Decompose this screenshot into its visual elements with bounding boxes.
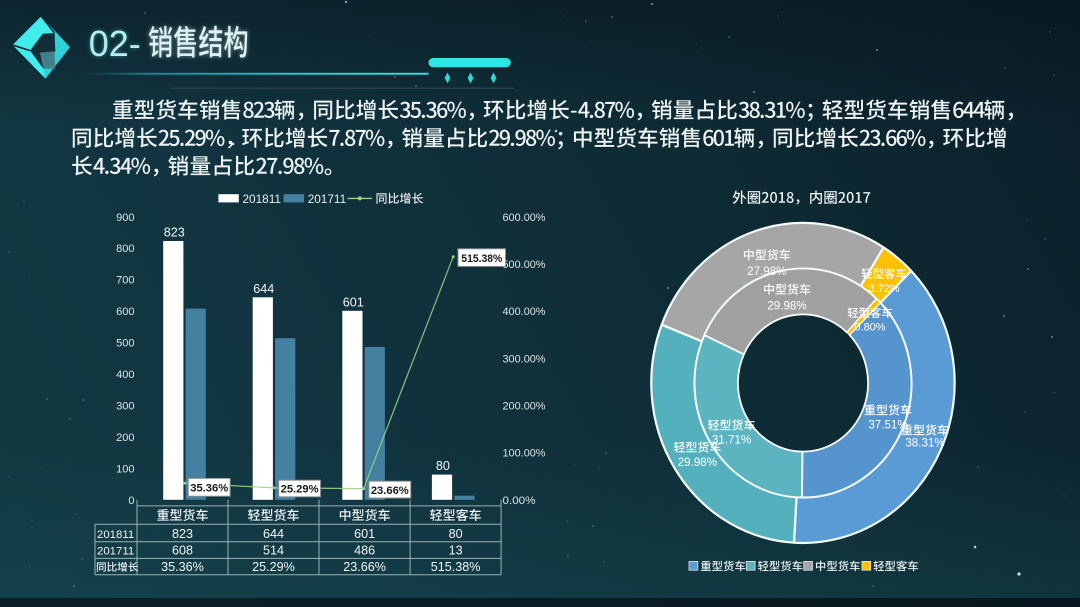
svg-text:601: 601 xyxy=(343,295,364,309)
svg-text:25.29%: 25.29% xyxy=(252,560,295,574)
svg-text:0.80%: 0.80% xyxy=(854,322,885,334)
svg-text:201811: 201811 xyxy=(97,529,134,541)
svg-text:500: 500 xyxy=(116,338,134,350)
svg-text:300.00%: 300.00% xyxy=(503,353,546,365)
svg-text:02-: 02- xyxy=(89,23,141,64)
svg-text:201711: 201711 xyxy=(97,546,134,558)
svg-text:3.72%: 3.72% xyxy=(868,283,899,295)
svg-text:200.00%: 200.00% xyxy=(503,401,546,413)
svg-text:500.00%: 500.00% xyxy=(503,259,546,271)
svg-text:80: 80 xyxy=(449,527,463,541)
svg-text:486: 486 xyxy=(354,544,375,558)
svg-text:0.00%: 0.00% xyxy=(503,495,536,507)
svg-text:515.38%: 515.38% xyxy=(461,253,502,265)
svg-text:29.98%: 29.98% xyxy=(767,300,806,313)
svg-text:02-: 02- xyxy=(89,23,141,64)
svg-text:644: 644 xyxy=(263,527,284,541)
svg-text:35.36%: 35.36% xyxy=(190,483,228,495)
svg-text:29.98%: 29.98% xyxy=(678,456,717,469)
svg-text:823: 823 xyxy=(164,226,185,240)
svg-text:13: 13 xyxy=(449,544,463,558)
svg-text:38.31%: 38.31% xyxy=(905,437,944,450)
svg-text:400.00%: 400.00% xyxy=(503,306,546,318)
svg-text:400: 400 xyxy=(116,369,134,381)
svg-text:100.00%: 100.00% xyxy=(503,448,546,460)
svg-text:37.51%: 37.51% xyxy=(868,419,907,432)
svg-text:644: 644 xyxy=(253,282,274,296)
svg-text:100: 100 xyxy=(116,463,134,475)
svg-text:515.38%: 515.38% xyxy=(431,560,481,574)
svg-text:0: 0 xyxy=(128,495,134,507)
svg-text:27.98%: 27.98% xyxy=(747,265,786,278)
svg-text:700: 700 xyxy=(116,275,134,287)
svg-text:35.36%: 35.36% xyxy=(161,560,204,574)
svg-text:800: 800 xyxy=(116,243,134,255)
svg-text:608: 608 xyxy=(172,544,193,558)
svg-text:25.29%: 25.29% xyxy=(281,484,319,496)
svg-text:31.71%: 31.71% xyxy=(712,434,751,447)
svg-text:23.66%: 23.66% xyxy=(371,485,409,497)
svg-text:200: 200 xyxy=(116,432,134,444)
svg-text:823: 823 xyxy=(172,527,193,541)
svg-text:601: 601 xyxy=(354,527,375,541)
svg-text:201811: 201811 xyxy=(243,192,282,206)
svg-text:900: 900 xyxy=(116,212,134,224)
svg-text:300: 300 xyxy=(116,401,134,413)
svg-text:80: 80 xyxy=(436,459,450,473)
svg-text:201711: 201711 xyxy=(308,192,347,206)
svg-text:600.00%: 600.00% xyxy=(503,212,546,224)
svg-text:514: 514 xyxy=(263,544,284,558)
svg-text:23.66%: 23.66% xyxy=(343,560,386,574)
svg-text:600: 600 xyxy=(116,306,134,318)
